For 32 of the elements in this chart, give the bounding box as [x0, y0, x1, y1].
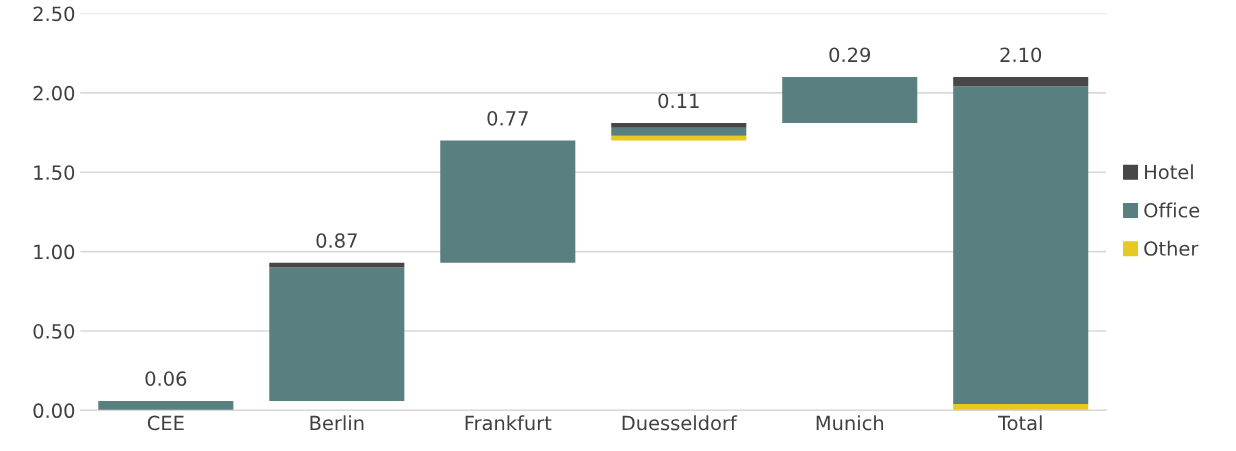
bar: [953, 77, 1089, 87]
x-tick-label: Duesseldorf: [622, 415, 738, 431]
bar: [611, 123, 747, 128]
bar: [98, 400, 234, 411]
bar: [953, 404, 1089, 411]
bar: [953, 86, 1089, 405]
x-tick-label: Berlin: [310, 415, 364, 431]
total-label: 0.11: [658, 93, 699, 109]
total-label: 2.10: [1000, 47, 1042, 63]
x-tick-label: Total: [997, 415, 1042, 431]
y-tick-label: 0.00: [33, 403, 75, 419]
bar: [269, 267, 405, 401]
y-tick-label: 0.50: [33, 323, 75, 339]
total-label: 0.29: [829, 47, 871, 63]
bar: [440, 140, 576, 263]
x-tick-label: CEE: [147, 415, 184, 431]
x-tick-label: Munich: [816, 415, 884, 431]
legend-label: Hotel: [1145, 164, 1193, 180]
total-label: 0.77: [487, 110, 528, 126]
y-tick-label: 1.00: [34, 244, 75, 260]
y-tick-label: 2.50: [33, 6, 75, 22]
legend-label: Office: [1144, 202, 1200, 218]
bar: [611, 135, 747, 141]
total-label: 0.06: [145, 371, 187, 387]
x-tick-label: Frankfurt: [465, 415, 552, 431]
total-label: 0.87: [316, 233, 357, 248]
y-tick-label: 1.50: [34, 165, 75, 180]
bar: [269, 262, 405, 268]
bar: [611, 127, 747, 136]
bar: [782, 77, 918, 124]
legend-label: Other: [1144, 240, 1199, 256]
y-tick-label: 2.00: [33, 85, 75, 101]
